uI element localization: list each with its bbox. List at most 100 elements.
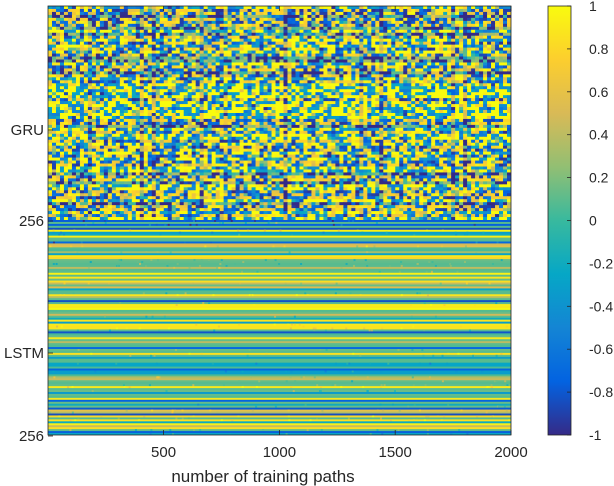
heatmap-cell [107,62,113,66]
heatmap-cell [483,68,488,72]
heatmap-cell [331,95,336,99]
heatmap-cell [343,17,348,22]
heatmap-cell [435,26,440,31]
heatmap-cell [107,50,113,54]
heatmap-cell [239,127,244,132]
heatmap-cell [147,107,153,111]
heatmap-cell [95,59,101,63]
heatmap-cell [271,29,276,34]
heatmap-cell [151,74,157,78]
heatmap-cell [419,59,424,63]
heatmap-cell [175,23,181,28]
heatmap-cell [143,121,149,126]
heatmap-cell [339,113,344,117]
heatmap-cell [51,101,57,105]
heatmap-cell [67,98,73,102]
heatmap-cell [195,38,201,43]
heatmap-cell [359,44,364,49]
heatmap-cell [207,68,213,72]
heatmap-cell [119,50,125,54]
heatmap-cell [91,83,97,87]
heatmap-cell [287,71,292,75]
heatmap-cell [483,92,488,96]
heatmap-cell [363,71,368,75]
heatmap-cell [387,65,392,69]
heatmap-cell [155,121,161,126]
heatmap-cell [491,92,496,96]
heatmap-cell [63,133,69,138]
heatmap-cell [287,14,292,19]
heatmap-cell [95,113,101,117]
heatmap-cell [195,8,201,13]
heatmap-cell [111,86,117,90]
heatmap-cell [59,6,65,10]
heatmap-cell [235,115,240,120]
heatmap-cell [411,113,416,117]
heatmap-cell [427,107,432,111]
heatmap-cell [431,23,436,28]
heatmap-cell [251,26,256,31]
heatmap-cell [179,104,185,108]
heatmap-cell [331,56,336,60]
heatmap-cell [267,86,272,90]
heatmap-cell [327,89,332,93]
heatmap-cell [159,14,165,19]
heatmap-cell [167,113,173,117]
heatmap-cell [183,8,189,13]
heatmap-cell [423,118,428,123]
heatmap-cell [131,6,137,10]
heatmap-cell [471,53,476,57]
heatmap-cell [279,29,284,34]
heatmap-cell [75,35,81,40]
heatmap-cell [299,35,304,40]
heatmap-cell [355,44,360,49]
heatmap-cell [135,41,141,46]
heatmap-cell [171,104,177,108]
heatmap-cell [191,115,197,120]
heatmap-cell [483,89,488,93]
heatmap-cell [387,35,392,40]
heatmap-cell [467,26,472,31]
heatmap-cell [471,127,476,132]
heatmap-cell [271,113,276,117]
heatmap-cell [299,44,304,49]
heatmap-cell [323,101,328,105]
heatmap-cell [179,83,185,87]
heatmap-cell [303,115,308,120]
heatmap-cell [55,11,61,16]
heatmap-cell [155,65,161,69]
heatmap-cell [235,107,240,111]
heatmap-cell [115,44,121,49]
heatmap-cell [355,115,360,120]
heatmap-cell [243,44,248,49]
heatmap-cell [175,62,181,66]
heatmap-cell [163,86,169,90]
heatmap-cell [59,130,65,135]
heatmap-cell [451,113,456,117]
heatmap-cell [323,41,328,46]
heatmap-cell [287,77,292,81]
heatmap-cell [115,38,121,43]
heatmap-cell [411,65,416,69]
heatmap-cell [115,107,121,111]
heatmap-cell [48,23,53,28]
heatmap-cell [307,130,312,135]
heatmap-cell [407,127,412,132]
heatmap-cell [195,95,201,99]
heatmap-cell [135,110,141,114]
heatmap-cell [487,29,492,34]
heatmap-cell [451,8,456,13]
heatmap-cell [223,121,229,126]
heatmap-cell [139,65,145,69]
heatmap-cell [475,32,480,37]
heatmap-cell [187,23,193,28]
heatmap-cell [287,92,292,96]
heatmap-cell [291,29,296,34]
heatmap-cell [407,104,412,108]
heatmap-cell [151,32,157,37]
heatmap-cell [195,80,201,84]
heatmap-cell [255,124,260,129]
heatmap-cell [99,35,105,40]
heatmap-cell [327,127,332,132]
heatmap-cell [423,11,428,16]
